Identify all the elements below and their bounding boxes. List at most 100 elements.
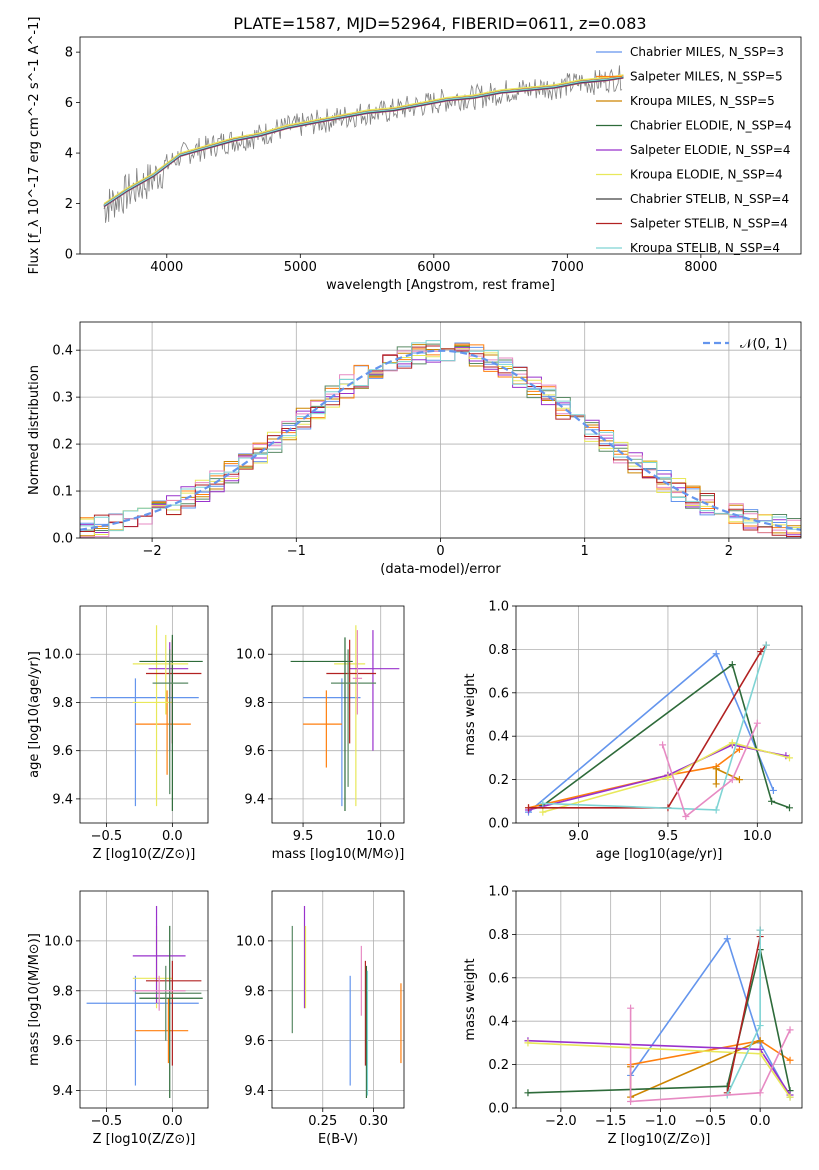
y-tick-label: 9.4	[52, 1084, 73, 1099]
plot-area	[524, 926, 794, 1105]
legend-label-7: Salpeter STELIB, N_SSP=4	[630, 217, 788, 231]
histogram-step-4	[80, 347, 801, 536]
weight-marker-3	[728, 661, 736, 669]
y-tick-label: 0.6	[488, 686, 509, 701]
axes-frame	[79, 605, 209, 824]
x-axis-label: (data-model)/error	[380, 562, 501, 577]
y-tick-label: 0.0	[488, 1102, 509, 1117]
y-tick-label: 4	[65, 147, 73, 162]
y-tick-label: 9.4	[244, 1084, 265, 1099]
x-tick-label: 10.0	[366, 829, 395, 844]
y-tick-label: 0.2	[52, 438, 73, 453]
x-tick-label: 4000	[150, 260, 183, 275]
y-axis-label: mass [log10(M/M⊙)]	[27, 933, 42, 1066]
x-tick-label: 5000	[284, 260, 317, 275]
x-tick-label: 0	[436, 544, 444, 559]
weight-marker-7	[756, 926, 764, 934]
y-tick-label: 9.6	[244, 1034, 265, 1049]
panels: 4000 5000 6000 7000 8000 0 2 4 6 8 wavelength [Ang…	[27, 17, 803, 1147]
weight-marker-5	[664, 773, 672, 781]
normal-curve	[80, 349, 801, 531]
weight-marker-3	[723, 1082, 731, 1090]
x-tick-label: 7000	[551, 260, 584, 275]
weight-marker-8	[728, 776, 736, 784]
panel-residuals: −2 −1 0 1 2 0.0 0.1 0.2 0.3 0.4 (data-model)/error…	[27, 321, 802, 577]
weight-marker-2	[735, 776, 743, 784]
x-tick-label: −2.0	[545, 1114, 577, 1129]
model-line-8	[103, 75, 624, 206]
x-axis-label: Z [log10(Z/Z⊙)]	[608, 1132, 711, 1147]
y-tick-label: 0.4	[488, 730, 509, 745]
weight-marker-8	[627, 1097, 635, 1105]
weight-marker-5	[756, 1050, 764, 1058]
legend-label-8: Kroupa STELIB, N_SSP=4	[630, 241, 780, 255]
model-line-5	[103, 74, 624, 205]
weight-marker-5	[786, 1093, 794, 1101]
x-tick-label: 9.5	[293, 829, 314, 844]
y-axis-label: Flux [f_λ 10^-17 erg cm^-2 s^-1 A^-1]	[27, 17, 42, 275]
panel-spectrum: 4000 5000 6000 7000 8000 0 2 4 6 8 wavelength [Ang…	[27, 17, 802, 293]
y-tick-label: 10.0	[44, 934, 73, 949]
plot-area	[525, 641, 793, 820]
x-tick-label: 2	[725, 544, 733, 559]
x-axis-label: mass [log10(M/M⊙)]	[272, 847, 405, 862]
x-tick-label: 0.0	[750, 1114, 771, 1129]
x-tick-label: 0.0	[162, 829, 183, 844]
weight-line-0	[629, 936, 791, 1098]
weight-marker-0	[723, 935, 731, 943]
panel-age_vs_Z: −0.5 0.0 9.4 9.6 9.8 10.0 Z [log10(Z/Z⊙)] age […	[27, 605, 209, 862]
x-axis-label: E(B-V)	[318, 1132, 358, 1147]
weight-marker-8	[627, 1004, 635, 1012]
plot-area	[86, 905, 203, 1099]
legend-label-normal: 𝒩(0, 1)	[740, 337, 787, 352]
weight-marker-8	[756, 1089, 764, 1097]
y-axis-label: mass weight	[463, 673, 478, 755]
x-axis-label: wavelength [Angstrom, rest frame]	[326, 278, 555, 293]
weight-marker-2	[712, 780, 720, 788]
y-tick-label: 0.0	[52, 532, 73, 547]
x-tick-label: −2	[143, 544, 162, 559]
y-tick-label: 0.1	[52, 485, 73, 500]
weight-line-5	[542, 741, 790, 813]
x-tick-label: 10.0	[743, 829, 772, 844]
x-tick-label: 1	[581, 544, 589, 559]
y-tick-label: 10.0	[236, 934, 265, 949]
panel-mass_vs_Z: −0.5 0.0 9.4 9.6 9.8 10.0 Z [log10(Z/Z⊙)] mass …	[27, 890, 209, 1147]
panel-mass_vs_EBV: 0.25 0.30 9.4 9.6 9.8 10.0 E(B-V)	[236, 890, 405, 1147]
model-line-6	[103, 76, 624, 207]
plot-area	[290, 625, 400, 811]
x-tick-label: 0.25	[308, 1114, 337, 1129]
legend-label-2: Kroupa MILES, N_SSP=5	[630, 94, 775, 108]
weight-marker-1	[786, 1056, 794, 1064]
axes-frame	[79, 36, 802, 255]
y-tick-label: 0.8	[488, 643, 509, 658]
axes-frame	[515, 890, 803, 1109]
axes-frame	[515, 605, 803, 824]
x-tick-label: 6000	[417, 260, 450, 275]
y-tick-label: 9.8	[244, 696, 265, 711]
weight-marker-0	[769, 786, 777, 794]
weight-marker-5	[785, 754, 793, 762]
y-tick-label: 9.4	[52, 792, 73, 807]
x-tick-label: 0.30	[359, 1114, 388, 1129]
x-tick-label: 9.5	[658, 829, 679, 844]
panel-mass_weight_vs_Z: −2.0 −1.5 −1.0 −0.5 0.0 0.0 0.2 0.4 0.6 0.8 1.0 Z […	[463, 885, 803, 1147]
x-tick-label: 9.0	[568, 829, 589, 844]
weight-marker-5	[524, 1039, 532, 1047]
y-axis-label: age [log10(age/yr)]	[27, 651, 42, 778]
legend-label-1: Salpeter MILES, N_SSP=5	[630, 70, 783, 84]
axes-frame	[271, 890, 405, 1109]
y-tick-label: 0.4	[488, 1015, 509, 1030]
y-tick-label: 10.0	[236, 648, 265, 663]
legend-label-6: Chabrier STELIB, N_SSP=4	[630, 192, 789, 206]
weight-line-1	[528, 748, 740, 809]
model-line-2	[103, 77, 624, 208]
legend-label-3: Chabrier ELODIE, N_SSP=4	[630, 119, 792, 133]
y-tick-label: 1.0	[488, 600, 509, 615]
x-tick-label: −1.0	[645, 1114, 677, 1129]
y-axis-label: Normed distribution	[27, 365, 42, 495]
x-tick-label: −1	[287, 544, 306, 559]
weight-line-8	[629, 1008, 791, 1103]
legend-label-5: Kroupa ELODIE, N_SSP=4	[630, 168, 783, 182]
plot-area	[103, 65, 624, 223]
